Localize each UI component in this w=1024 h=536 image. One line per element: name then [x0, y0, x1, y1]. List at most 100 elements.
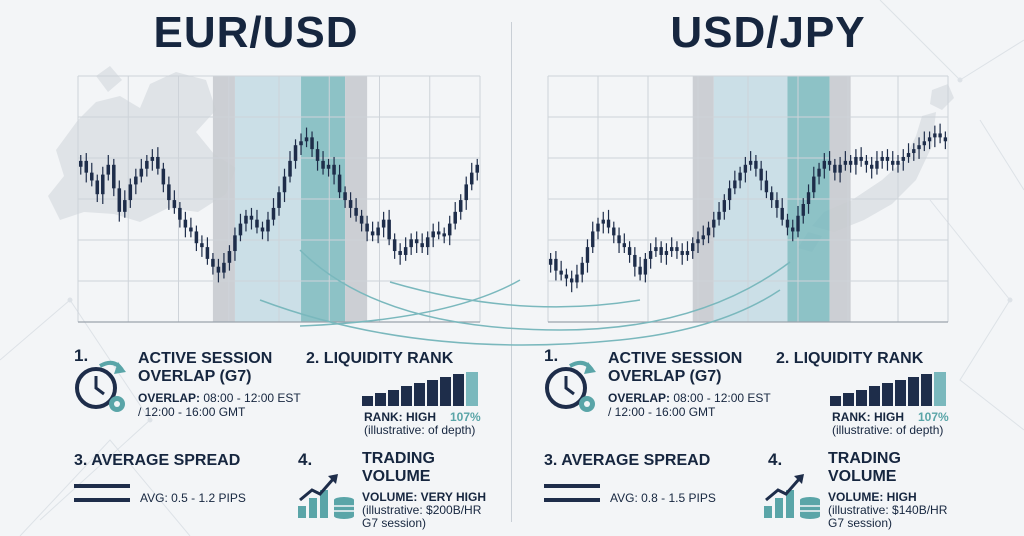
candle: [680, 243, 684, 265]
candle-body: [638, 266, 642, 275]
candle-body: [685, 251, 690, 255]
candle: [854, 149, 858, 175]
liquidity-pct: 107%: [450, 410, 481, 424]
volume-note1: (illustrative: $200B/HR: [362, 503, 482, 517]
candle-body: [271, 207, 276, 220]
candle: [864, 155, 869, 173]
candle-body: [648, 251, 653, 259]
candle: [648, 243, 653, 269]
candle-body: [172, 200, 177, 208]
candle-body: [559, 270, 563, 275]
liquidity-title: 2. LIQUIDITY RANK: [306, 350, 454, 367]
candle-body: [299, 141, 303, 146]
candle: [299, 133, 303, 155]
candle-body: [425, 237, 430, 248]
candle: [743, 156, 748, 183]
session-line1: OVERLAP: 08:00 - 12:00 EST: [138, 391, 301, 405]
candle: [759, 160, 763, 191]
candle: [222, 253, 226, 279]
volume-note1: (illustrative: $140B/HR: [828, 503, 948, 517]
candle-body: [255, 219, 259, 228]
liquidity-pct: 107%: [918, 410, 949, 424]
spread-title: 3. AVERAGE SPREAD: [544, 452, 711, 469]
candle: [675, 241, 679, 259]
candle-body: [870, 164, 874, 169]
candle-body: [326, 164, 331, 169]
candle: [906, 143, 911, 163]
candle: [722, 194, 726, 220]
candles: [78, 127, 480, 283]
candle-body: [906, 153, 911, 157]
candle-body: [727, 188, 732, 201]
candle: [770, 186, 774, 208]
candle-body: [801, 204, 805, 216]
candle: [84, 153, 89, 183]
candle-body: [123, 200, 127, 212]
candle-body: [880, 156, 884, 161]
candle-body: [453, 211, 457, 224]
spread-lines-icon: [544, 484, 600, 502]
candle-body: [675, 247, 679, 252]
candle-body: [896, 160, 900, 165]
candle-body: [194, 231, 199, 244]
volume-value: VOLUME: HIGH: [828, 490, 917, 504]
candle-body: [442, 233, 446, 237]
candle: [447, 215, 452, 246]
candle-body: [812, 176, 816, 193]
bar-rank-icon: [830, 372, 946, 406]
candle-body: [332, 164, 336, 175]
candle: [304, 127, 309, 148]
candle: [293, 139, 298, 169]
candle: [288, 151, 292, 183]
candle-body: [827, 160, 832, 165]
candle-body: [376, 227, 380, 236]
candle-body: [733, 180, 737, 189]
candle: [806, 184, 811, 214]
candle-body: [354, 207, 358, 216]
candle-body: [843, 160, 848, 165]
candle: [817, 162, 821, 185]
candle: [172, 190, 177, 214]
candle: [827, 151, 832, 171]
spread-title: 3. AVERAGE SPREAD: [74, 452, 241, 469]
spread-lines-icon: [74, 484, 130, 502]
candle: [633, 247, 637, 277]
candle-body: [817, 168, 821, 177]
candle: [277, 186, 281, 216]
volume-note2: G7 session): [828, 516, 893, 530]
candle: [112, 158, 116, 197]
candle-body: [622, 243, 626, 248]
candle: [880, 151, 884, 169]
candle-body: [627, 247, 632, 255]
candle-body: [249, 215, 254, 220]
candle: [896, 155, 900, 173]
candle-body: [387, 219, 391, 240]
candle: [365, 215, 369, 242]
candle-body: [189, 227, 193, 232]
candle-body: [200, 243, 204, 248]
candle: [617, 227, 621, 253]
candle: [348, 192, 353, 218]
candle: [822, 153, 826, 179]
candle-body: [570, 278, 574, 283]
candle: [706, 221, 711, 244]
candle: [381, 211, 386, 238]
candle: [337, 164, 342, 199]
candle-body: [365, 223, 369, 232]
candle: [596, 217, 600, 240]
candle: [570, 270, 574, 293]
candle-body: [134, 176, 138, 185]
candle: [870, 156, 874, 179]
candle-body: [806, 192, 811, 204]
candle: [475, 158, 480, 181]
candle-body: [822, 160, 826, 169]
candle: [875, 151, 879, 175]
candle-body: [398, 251, 402, 255]
candle-body: [233, 235, 237, 252]
candle-body: [580, 262, 584, 275]
candle-body: [222, 262, 226, 273]
candle-body: [321, 160, 325, 169]
candle-body: [359, 215, 364, 224]
candle-body: [392, 239, 397, 252]
candle-body: [475, 164, 480, 173]
